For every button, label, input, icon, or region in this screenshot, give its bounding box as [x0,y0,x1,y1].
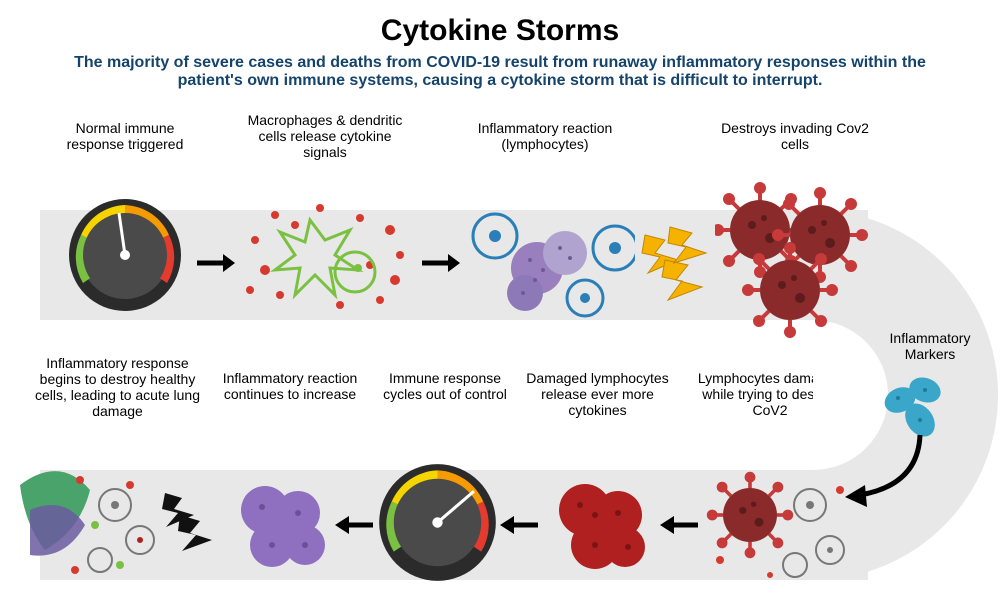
arrow-1-icon [195,250,235,276]
page-title: Cytokine Storms [0,14,1000,48]
diagram-root: Cytokine Storms The majority of severe c… [0,0,1000,612]
gauge-low-icon [65,195,185,315]
arrow-b2-icon [500,512,540,538]
gauge-high-icon [375,460,500,585]
red-cluster-icon [540,465,660,585]
virus-damaged-icon [700,460,860,590]
lymphocytes-icon [465,198,635,323]
label-s9: Inflammatory reaction continues to incre… [215,370,365,402]
arrow-b1-icon [660,512,700,538]
purple-cluster-icon [220,465,340,585]
page-subtitle: The majority of severe cases and deaths … [40,54,960,90]
arrow-b3-icon [335,512,375,538]
label-s2: Macrophages & dendritic cells release cy… [235,112,415,160]
label-s5: Inflammatory Markers [870,330,990,362]
label-s7: Damaged lymphocytes release ever more cy… [520,370,675,418]
arrow-2-icon [420,250,460,276]
bolts-top-icon [640,225,710,305]
label-s3: Inflammatory reaction (lymphocytes) [465,120,625,152]
tissue-damage-icon [20,455,170,590]
label-s10: Inflammatory response begins to destroy … [30,355,205,419]
macrophage-icon [240,200,410,320]
label-s8: Immune response cycles out of control [380,370,510,402]
virus-cluster-icon [715,180,880,340]
label-s4: Destroys invading Cov2 cells [720,120,870,152]
label-s1: Normal immune response triggered [55,120,195,152]
